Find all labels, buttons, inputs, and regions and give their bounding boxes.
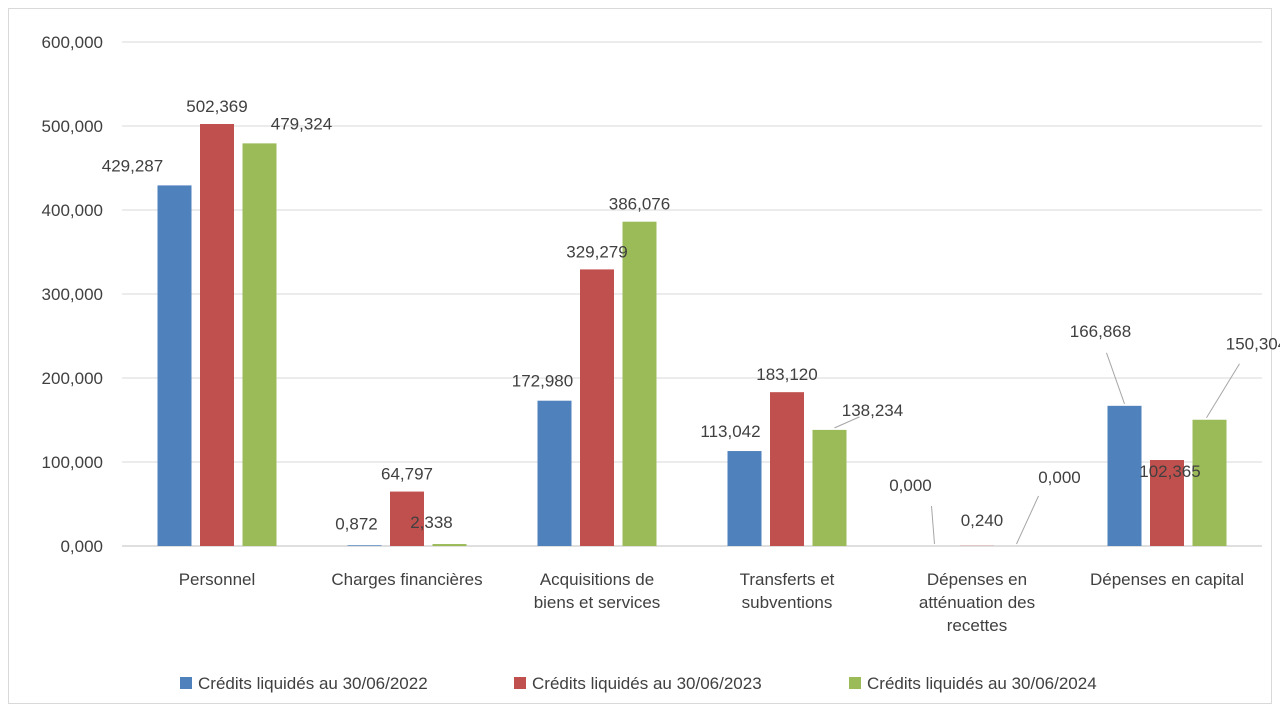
leader-line — [1016, 495, 1039, 545]
data-label: 0,000 — [1038, 468, 1081, 487]
data-label: 113,042 — [700, 422, 760, 441]
y-tick-label: 0,000 — [60, 537, 103, 556]
bar — [770, 392, 804, 546]
legend-swatch — [849, 677, 861, 689]
data-label: 502,369 — [186, 97, 247, 116]
bar — [242, 143, 277, 546]
gridlines — [122, 41, 1262, 547]
category-label: Dépenses en capital — [1090, 570, 1244, 589]
x-axis-category-labels: Personnel Charges financières Acquisitions… — [179, 570, 1244, 635]
leader-line — [931, 505, 935, 545]
category-label: biens et services — [534, 593, 661, 612]
leader-line — [1206, 363, 1240, 419]
legend-label: Crédits liquidés au 30/06/2023 — [532, 674, 762, 693]
legend-label: Crédits liquidés au 30/06/2024 — [867, 674, 1097, 693]
bar — [390, 491, 424, 546]
bar — [622, 221, 657, 546]
y-tick-label: 200,000 — [42, 369, 103, 388]
category-label: Charges financières — [331, 570, 482, 589]
legend: Crédits liquidés au 30/06/2022 Crédits li… — [180, 674, 1097, 693]
label-leader-lines — [834, 352, 1240, 545]
category-label: atténuation des — [919, 593, 1035, 612]
bar — [1192, 419, 1227, 546]
data-label: 166,868 — [1070, 322, 1131, 341]
y-tick-label: 400,000 — [42, 201, 103, 220]
data-label: 479,324 — [271, 114, 332, 133]
y-tick-label: 100,000 — [42, 453, 103, 472]
legend-label: Crédits liquidés au 30/06/2022 — [198, 674, 428, 693]
data-label: 183,120 — [756, 365, 817, 384]
leader-line — [834, 416, 860, 429]
data-label: 0,000 — [889, 476, 932, 495]
bar — [200, 124, 234, 546]
data-label: 64,797 — [381, 465, 433, 484]
data-labels: 429,287 0,872 172,980 113,042 0,000 166,868 50… — [102, 97, 1280, 533]
data-label: 429,287 — [102, 156, 163, 175]
data-label: 172,980 — [512, 372, 573, 391]
data-label: 2,338 — [410, 513, 453, 532]
category-label: recettes — [947, 616, 1007, 635]
legend-swatch — [514, 677, 526, 689]
category-label: Personnel — [179, 570, 256, 589]
bar — [1107, 405, 1142, 546]
leader-line — [1106, 352, 1125, 404]
bar — [432, 544, 467, 546]
bar — [537, 400, 572, 546]
bar — [157, 185, 192, 546]
bar — [580, 269, 614, 546]
bars — [157, 124, 1227, 546]
data-label: 138,234 — [842, 401, 903, 420]
data-label: 150,304 — [1226, 335, 1280, 354]
bar — [347, 545, 382, 546]
data-label: 102,365 — [1139, 462, 1200, 481]
data-label: 0,240 — [961, 511, 1004, 530]
category-label: Acquisitions de — [540, 570, 654, 589]
y-axis-tick-labels: 0,000 100,000 200,000 300,000 400,000 500,000… — [42, 33, 103, 556]
bar — [727, 451, 762, 546]
legend-swatch — [180, 677, 192, 689]
data-label: 0,872 — [335, 514, 378, 533]
data-label: 329,279 — [566, 242, 627, 261]
category-label: Dépenses en — [927, 570, 1027, 589]
y-tick-label: 300,000 — [42, 285, 103, 304]
category-label: subventions — [742, 593, 833, 612]
bar — [812, 429, 847, 546]
bar — [1150, 460, 1184, 546]
y-tick-label: 500,000 — [42, 117, 103, 136]
category-label: Transferts et — [740, 570, 835, 589]
data-label: 386,076 — [609, 195, 670, 214]
y-tick-label: 600,000 — [42, 33, 103, 52]
